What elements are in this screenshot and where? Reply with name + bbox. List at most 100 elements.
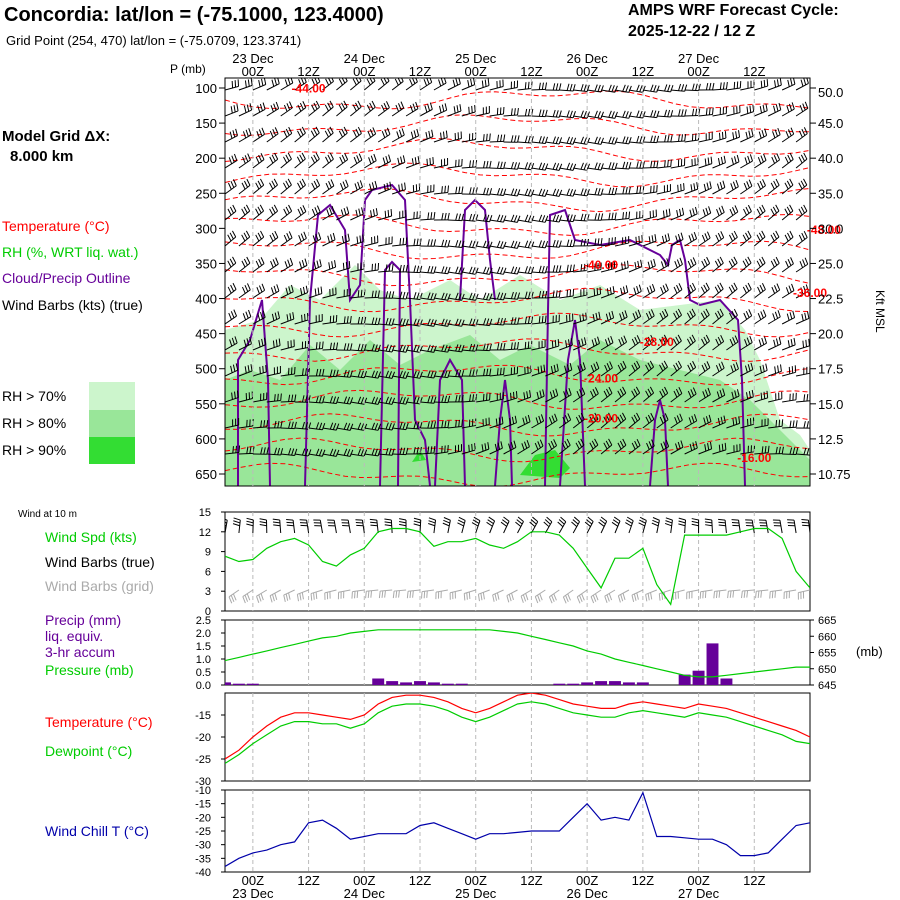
wind-barb [559, 136, 577, 145]
grid-wind-barb [686, 589, 699, 600]
wind-barb [656, 258, 670, 273]
grid-wind-barb [617, 589, 630, 603]
wind-barb [419, 211, 436, 221]
wind-barb [670, 158, 686, 169]
grid-wind-barb [713, 589, 727, 599]
wind-barb [600, 261, 616, 273]
wind-barb [322, 342, 339, 351]
wind-barb [698, 181, 712, 195]
wind-barb [336, 422, 354, 431]
wind-barb [698, 361, 711, 377]
wind-barb [238, 103, 253, 117]
kft-tick-label: 15.0 [818, 397, 843, 412]
surface-wind-barb [758, 519, 769, 534]
wind-barb [809, 115, 810, 116]
wind-barb [740, 154, 753, 169]
surface-wind-barb [625, 516, 634, 534]
wind-barb [489, 134, 506, 143]
wind-barb [726, 389, 740, 403]
wind-barb [698, 107, 714, 117]
wind-barb [378, 396, 396, 405]
cloud-outline-path [434, 357, 466, 486]
grid-wind-barb [256, 589, 268, 603]
isotherm [225, 214, 810, 236]
wind-barb [294, 126, 306, 143]
p-tick-label: 200 [195, 151, 217, 166]
isotherm [225, 462, 810, 486]
surface-wind-barb [731, 519, 741, 534]
surface-wind-barb [611, 516, 621, 534]
bottom-hour-label: 00Z [687, 873, 709, 888]
wind-barb [545, 314, 560, 325]
legend-wind-barbs-grid: Wind Barbs (grid) [45, 578, 154, 594]
wind-barb [726, 362, 739, 377]
wind-barb [391, 101, 405, 117]
top-hour-label: 00Z [242, 64, 264, 79]
pressure-line [225, 629, 810, 678]
wind-barb [586, 336, 600, 351]
wind-barb [559, 264, 575, 273]
wind-barb [740, 129, 754, 143]
y-tick-label: -10 [195, 785, 211, 797]
wind-barb [656, 84, 674, 93]
wind-barb [698, 206, 712, 221]
wind-barb [252, 365, 267, 377]
wind-barb [517, 316, 534, 325]
y-tick-label: -20 [195, 812, 211, 824]
wind-barb [782, 447, 799, 455]
surface-wind-barb [598, 516, 608, 534]
grid-wind-barb [463, 589, 476, 601]
wind-barb [698, 414, 712, 429]
wind-barb [740, 104, 755, 117]
wind-barb [489, 79, 504, 91]
wind-barb [294, 258, 308, 273]
wind-barb [642, 209, 657, 221]
wind-barb [559, 188, 577, 197]
wind-barb [322, 260, 337, 273]
kft-tick-label: 25.0 [818, 256, 843, 271]
wind-panel-frame [224, 511, 811, 612]
wind-barb [475, 442, 490, 455]
wind-barb [322, 152, 334, 169]
legend-pressure: Pressure (mb) [45, 662, 134, 678]
wind-barb [600, 386, 613, 403]
wind-barb [781, 152, 794, 169]
wind-barb [447, 318, 465, 327]
wind-barb [225, 230, 237, 247]
wind-barb [406, 210, 421, 221]
wind-barb [767, 178, 780, 195]
surface-wind-barb [801, 519, 810, 534]
wind-barb [600, 335, 614, 351]
wind-barb [726, 105, 741, 117]
wind-barb [531, 188, 549, 197]
wind-barb [378, 344, 395, 353]
wind-barb [308, 259, 322, 273]
wind-barb [600, 84, 618, 93]
grid-wind-barb [492, 589, 504, 602]
wind-barb [322, 369, 339, 378]
pressure-tick-label: 665 [818, 615, 836, 627]
wind-barb [559, 289, 575, 299]
wind-barb [795, 311, 810, 325]
precip-bar [692, 670, 705, 685]
wind-barb [475, 292, 493, 301]
wind-barb [503, 415, 518, 429]
wind-barb [419, 421, 437, 429]
legend-wind-barbs-true: Wind Barbs (true) [45, 554, 155, 570]
wind-barb [391, 182, 406, 195]
top-hour-label: 12Z [520, 64, 542, 79]
y-tick-label: 1.5 [196, 641, 211, 653]
wind-barb [322, 287, 337, 299]
p-tick-label: 550 [195, 397, 217, 412]
bottom-hour-label: 00Z [242, 873, 264, 888]
grid-wind-barb [296, 589, 309, 602]
isotherm [225, 137, 810, 162]
wind-barb [266, 152, 279, 169]
wind-barb [642, 185, 658, 195]
wind-barb [656, 208, 671, 221]
y-tick-label: 0.0 [196, 680, 211, 692]
wind-barb [336, 206, 350, 221]
wind-barb [266, 204, 279, 221]
wind-barb [642, 84, 660, 93]
grid-wind-barb [562, 589, 574, 604]
